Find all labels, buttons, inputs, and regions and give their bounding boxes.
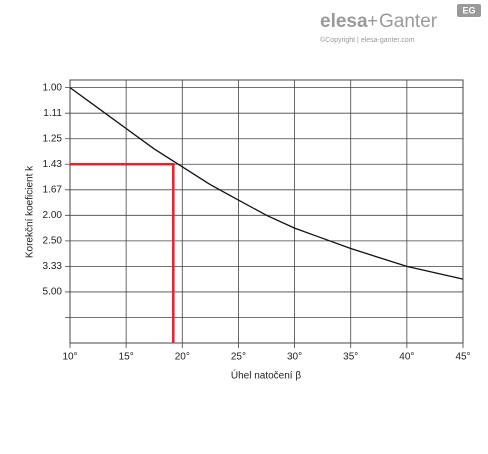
y-tick-label: 1.25 [43,133,63,144]
y-tick-label: 2.00 [43,210,63,221]
x-tick-label: 15° [119,352,134,363]
reading-line [70,163,175,343]
x-axis-label: Úhel natočení β [231,369,301,382]
badge: EG [462,5,475,15]
y-tick-label: 1.11 [43,108,62,119]
logo: elesa + Ganter EG ©Copyright | elesa-gan… [320,4,481,44]
x-tick-label: 30° [287,352,302,363]
x-tick-label: 45° [455,352,470,363]
x-tick-label: 10° [62,352,77,363]
y-tick-label: 1.43 [43,159,63,170]
x-tick-label: 40° [399,352,414,363]
y-tick-label: 1.67 [43,184,63,195]
plot-frame [69,79,464,344]
brand-plus: + [367,11,378,32]
curve [69,87,464,280]
y-tick-label: 2.50 [43,236,63,247]
y-tick-label: 5.00 [43,287,63,298]
y-tick-label: 1.00 [43,82,63,93]
copyright: ©Copyright | elesa-ganter.com [320,36,415,44]
y-tick-label: 3.33 [43,261,63,272]
y-axis-label: Korekční koeficient k [25,165,36,258]
brand-left: elesa [320,11,368,32]
brand-right: Ganter [379,11,438,32]
x-tick-label: 35° [343,352,358,363]
badge-box [457,4,481,17]
x-tick-label: 20° [175,352,190,363]
x-tick-label: 25° [231,352,246,363]
